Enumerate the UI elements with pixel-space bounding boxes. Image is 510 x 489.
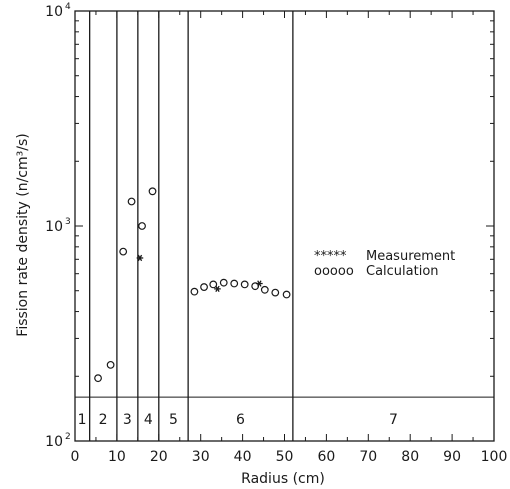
x-tick-label: 30	[192, 449, 210, 465]
legend-calculation-label: Calculation	[366, 264, 439, 279]
data-layer	[94, 187, 291, 383]
y-axis-title: Fission rate density (n/cm³/s)	[15, 133, 31, 336]
zone-label-3: 3	[123, 412, 132, 428]
legend-calculation-symbol: ooooo	[314, 264, 354, 279]
legend-measurement-symbol: *****	[314, 249, 347, 264]
calculation-point	[219, 278, 228, 287]
calculation-point	[127, 197, 136, 206]
calculation-point	[240, 280, 249, 289]
legend: ***** Measurement ooooo Calculation	[314, 249, 455, 279]
calculation-point	[251, 282, 260, 291]
calculation-point	[209, 280, 218, 289]
calculation-point	[119, 247, 128, 256]
calculation-point	[260, 285, 269, 294]
y-tick-label: 10	[45, 434, 63, 450]
zone-label-1: 1	[78, 412, 87, 428]
y-tick-exponent: 4	[65, 2, 71, 12]
x-tick-label: 60	[317, 449, 335, 465]
calculation-point	[190, 287, 199, 296]
calculation-point	[200, 283, 208, 291]
x-axis-title: Radius (cm)	[241, 471, 325, 487]
x-tick-label: 70	[359, 449, 377, 465]
y-tick-exponent: 3	[65, 217, 71, 227]
y-tick-label: 10	[45, 4, 63, 20]
calculation-point	[282, 290, 291, 299]
calculation-point	[94, 374, 102, 383]
x-tick-label: 20	[150, 449, 168, 465]
y-tick-exponent: 2	[65, 432, 71, 442]
legend-measurement-label: Measurement	[366, 249, 455, 264]
zone-label-6: 6	[236, 412, 245, 428]
zone-label-5: 5	[169, 412, 178, 428]
x-tick-label: 40	[234, 449, 252, 465]
zone-label-7: 7	[389, 412, 398, 428]
measurement-point	[214, 285, 221, 293]
calculation-point	[148, 187, 157, 196]
calculation-point	[138, 222, 146, 230]
y-tick-label: 10	[45, 219, 63, 235]
x-tick-label: 0	[71, 449, 80, 465]
x-tick-label: 90	[443, 449, 461, 465]
x-tick-label: 100	[481, 449, 508, 465]
x-tick-label: 80	[401, 449, 419, 465]
x-tick-label: 50	[276, 449, 294, 465]
measurement-point	[136, 254, 144, 262]
calculation-point	[271, 288, 280, 297]
zone-label-4: 4	[144, 412, 153, 428]
calculation-point	[230, 279, 239, 288]
x-tick-label: 10	[108, 449, 126, 465]
calculation-point	[106, 360, 115, 369]
zone-label-2: 2	[99, 412, 108, 428]
